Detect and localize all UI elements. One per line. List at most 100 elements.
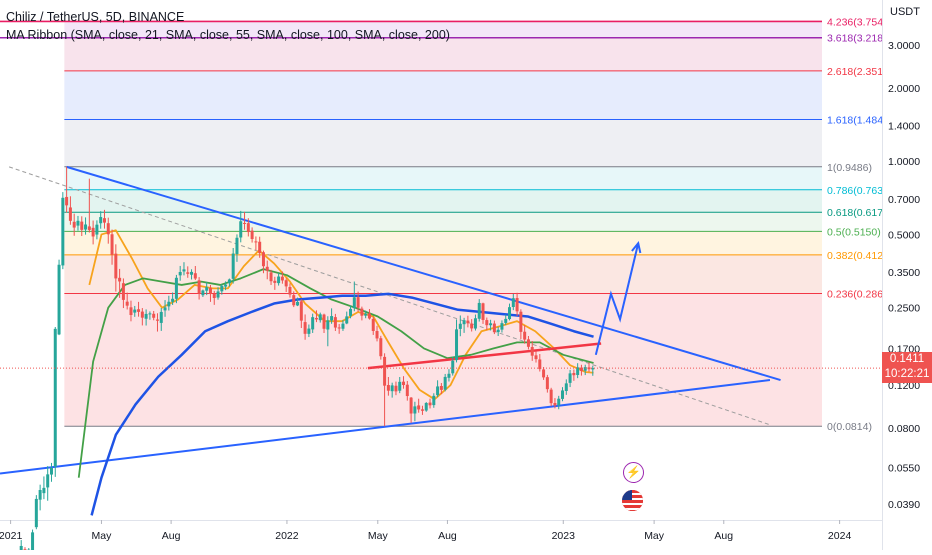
candle-body xyxy=(376,331,379,338)
candle xyxy=(425,402,428,412)
candle-body xyxy=(565,383,568,391)
candle-body xyxy=(160,312,163,323)
candle-body xyxy=(61,198,64,266)
candle-body xyxy=(107,223,110,234)
candle xyxy=(31,530,34,550)
candle-body xyxy=(425,403,428,411)
time-tick-label: Aug xyxy=(162,530,181,542)
candle-body xyxy=(429,403,432,406)
candle-body xyxy=(42,488,45,493)
currency-label[interactable]: USDT xyxy=(890,6,920,18)
fib-band xyxy=(64,255,822,294)
time-tick-label: 2024 xyxy=(828,530,852,542)
candle-body xyxy=(372,319,375,331)
candle-body xyxy=(296,302,299,306)
candle-body xyxy=(92,228,95,237)
candle-body xyxy=(292,295,295,305)
candle-body xyxy=(243,223,246,224)
candle-body xyxy=(550,390,553,404)
candle-body xyxy=(527,339,530,346)
time-tick-label: 2021 xyxy=(0,530,22,542)
candle-body xyxy=(323,315,326,329)
candle-body xyxy=(145,314,148,319)
fib-level-label: 3.618(3.218 xyxy=(827,33,883,45)
candle-body xyxy=(213,294,216,298)
time-tick-label: Aug xyxy=(438,530,457,542)
candle-body xyxy=(466,321,469,324)
candle-body xyxy=(239,221,242,237)
candle-body xyxy=(368,313,371,318)
ma-ribbon-legend[interactable]: MA Ribbon (SMA, close, 21, SMA, close, 5… xyxy=(6,24,450,46)
candle-body xyxy=(190,272,193,275)
candle-body xyxy=(50,468,53,475)
time-tick-label: May xyxy=(92,530,113,542)
candle-body xyxy=(69,207,72,220)
candle-body xyxy=(319,314,322,320)
candle-body xyxy=(432,396,435,405)
candle-body xyxy=(493,324,496,333)
candle-body xyxy=(285,280,288,286)
countdown-tag: 10:22:21 xyxy=(882,367,932,383)
candle-body xyxy=(436,386,439,395)
candle xyxy=(58,260,61,335)
price-tick-label: 0.7000 xyxy=(888,194,920,206)
candle-body xyxy=(232,254,235,279)
candle-body xyxy=(182,269,185,271)
candle-body xyxy=(133,310,136,313)
candle xyxy=(39,485,42,511)
candle-body xyxy=(394,386,397,392)
candle-body xyxy=(281,277,284,281)
candle-body xyxy=(220,286,223,292)
candle-body xyxy=(262,252,265,266)
current-price-tag: 0.1411 xyxy=(882,352,932,367)
candle-body xyxy=(217,291,220,297)
candle xyxy=(46,466,49,501)
candle-body xyxy=(364,314,367,316)
candle-body xyxy=(357,297,360,308)
candle-body xyxy=(148,313,151,314)
fib-band xyxy=(64,231,822,255)
candle-body xyxy=(58,265,61,335)
candle xyxy=(54,327,57,477)
candle-body xyxy=(95,225,98,235)
candle-body xyxy=(171,299,174,302)
candle-body xyxy=(224,285,227,287)
fib-band xyxy=(64,120,822,167)
candle-body xyxy=(500,323,503,329)
candle-body xyxy=(251,231,254,239)
candle-body xyxy=(73,222,76,228)
candle-body xyxy=(111,234,114,254)
lightning-icon[interactable]: ⚡ xyxy=(623,462,644,483)
candle-body xyxy=(179,272,182,275)
fib-level-label: 0(0.0814) xyxy=(827,421,872,433)
candle-body xyxy=(588,367,591,369)
candle-body xyxy=(114,254,117,279)
candle-body xyxy=(353,297,356,308)
candle-body xyxy=(326,320,329,329)
candle-body xyxy=(307,329,310,334)
candle-body xyxy=(569,373,572,382)
candle-body xyxy=(300,301,303,320)
time-tick-label: Aug xyxy=(714,530,733,542)
candle-body xyxy=(338,327,341,328)
price-tick-label: 3.0000 xyxy=(888,40,920,52)
candle-body xyxy=(137,309,140,312)
fib-level-label: 0.618(0.617 xyxy=(827,207,883,219)
fib-level-label: 1(0.9486) xyxy=(827,162,872,174)
candle-body xyxy=(194,273,197,278)
candle-body xyxy=(497,330,500,332)
price-tick-label: 0.2500 xyxy=(888,303,920,315)
candle-body xyxy=(387,385,390,391)
candle-body xyxy=(572,373,575,375)
candle-body xyxy=(258,242,261,253)
us-flag-icon[interactable] xyxy=(622,490,643,511)
candle-body xyxy=(164,307,167,310)
candle-body xyxy=(546,377,549,389)
chart-legend: Chiliz / TetherUS, 5D, BINANCE MA Ribbon… xyxy=(6,6,450,46)
candle-body xyxy=(330,316,333,320)
candle-body xyxy=(266,267,269,271)
candle-body xyxy=(103,218,106,222)
fib-level-label: 4.236(3.754 xyxy=(827,16,883,28)
